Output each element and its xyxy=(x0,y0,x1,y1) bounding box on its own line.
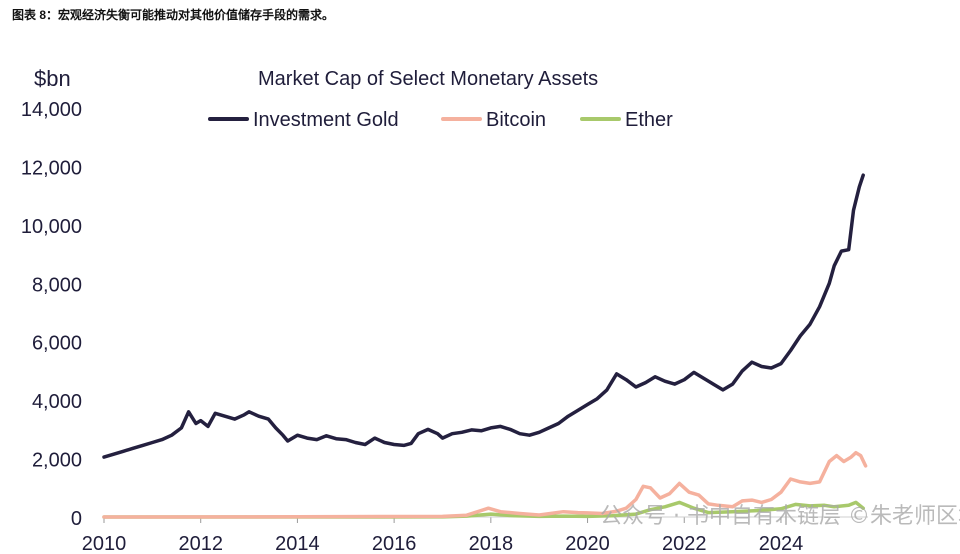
series-line-investment-gold xyxy=(102,173,865,459)
figure-caption: 图表 8：宏观经济失衡可能推动对其他价值储存手段的需求。 xyxy=(12,8,335,22)
legend-label-ether: Ether xyxy=(625,109,673,131)
x-tick-label: 2010 xyxy=(82,533,127,554)
watermark-text: 公众号 · 书中自有木链层 ©朱老师区块链 xyxy=(600,504,960,529)
x-tick-label: 2024 xyxy=(759,533,804,554)
chart-legend: Investment Gold Bitcoin Ether xyxy=(208,109,673,131)
series-line-ether xyxy=(102,500,865,519)
legend-label-bitcoin: Bitcoin xyxy=(486,109,546,131)
x-tick-label: 2018 xyxy=(469,533,514,554)
y-tick-label: 12,000 xyxy=(21,157,82,179)
y-tick-label: 14,000 xyxy=(21,99,82,121)
y-tick-label: 8,000 xyxy=(32,274,82,296)
legend-label-investment-gold: Investment Gold xyxy=(253,109,399,131)
series-lines xyxy=(102,173,868,519)
y-axis-unit-label: $bn xyxy=(34,66,71,91)
x-tick-label: 2014 xyxy=(275,533,320,554)
x-tick-label: 2022 xyxy=(662,533,707,554)
series-line-bitcoin xyxy=(102,450,868,519)
y-tick-label: 6,000 xyxy=(32,333,82,355)
y-tick-label: 10,000 xyxy=(21,216,82,238)
y-tick-label: 0 xyxy=(71,508,82,530)
x-tick-label: 2012 xyxy=(178,533,223,554)
y-tick-label: 2,000 xyxy=(32,450,82,472)
x-tick-label: 2020 xyxy=(565,533,610,554)
y-tick-label: 4,000 xyxy=(32,391,82,413)
x-tick-label: 2016 xyxy=(372,533,417,554)
chart-title: Market Cap of Select Monetary Assets xyxy=(258,68,599,90)
y-axis-ticks: 0 2,000 4,000 6,000 8,000 10,000 12,000 14,000 xyxy=(21,99,82,530)
